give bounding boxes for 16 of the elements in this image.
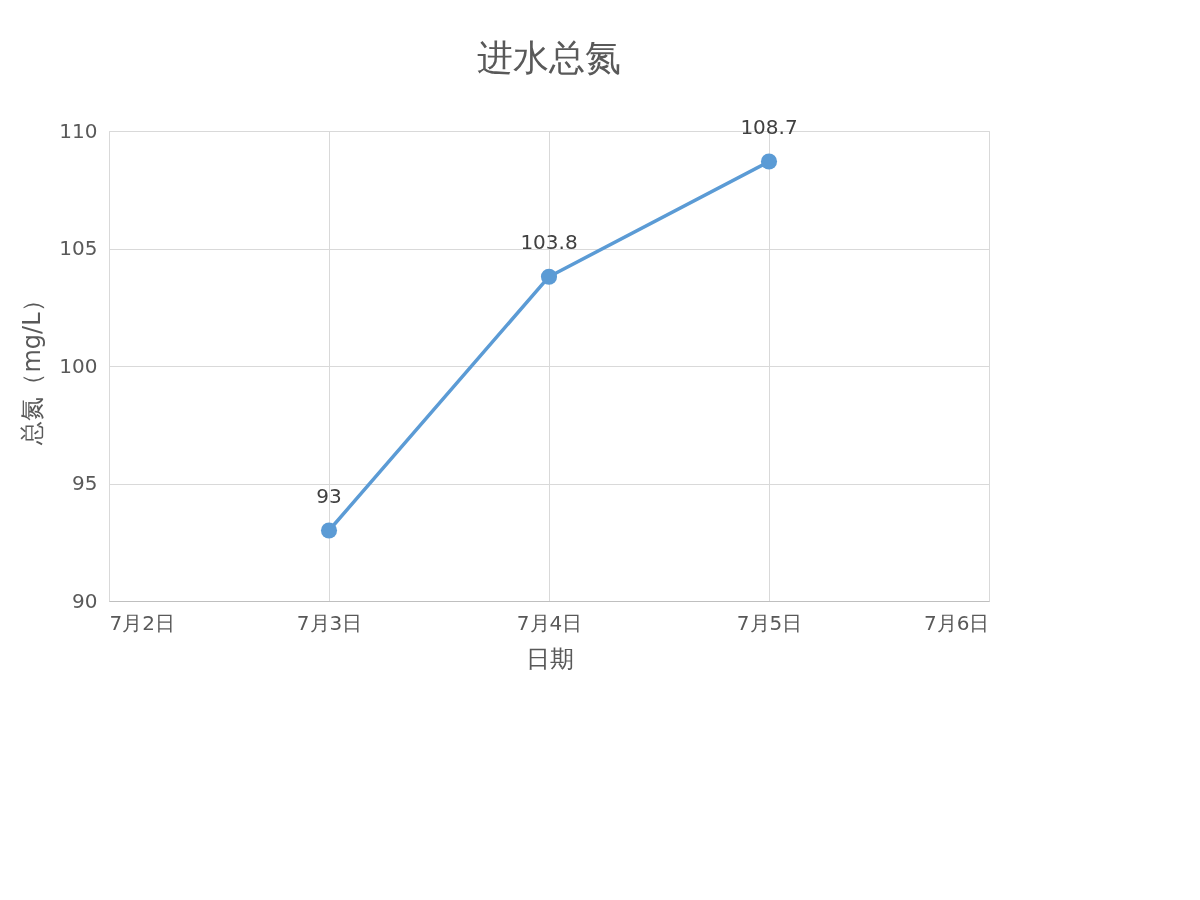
data-label: 108.7 [740,114,798,139]
y-axis-title: 总氮（mg/L） [18,288,47,446]
data-label: 103.8 [520,229,578,254]
chart-title: 进水总氮 [477,36,621,78]
x-tick-label: 7月5日 [736,610,803,635]
y-tick-label: 110 [59,118,98,143]
y-tick-label: 105 [59,236,98,260]
x-tick-label: 7月2日 [109,610,175,635]
y-tick-label: 90 [72,588,98,613]
x-tick-label: 7月3日 [296,610,363,635]
x-axis-title: 日期 [525,644,574,673]
y-tick-label: 100 [59,353,98,378]
x-tick-label: 7月4日 [516,610,583,635]
x-tick-label: 7月6日 [924,610,990,635]
data-label: 93 [316,483,342,508]
y-tick-label: 95 [72,471,98,495]
